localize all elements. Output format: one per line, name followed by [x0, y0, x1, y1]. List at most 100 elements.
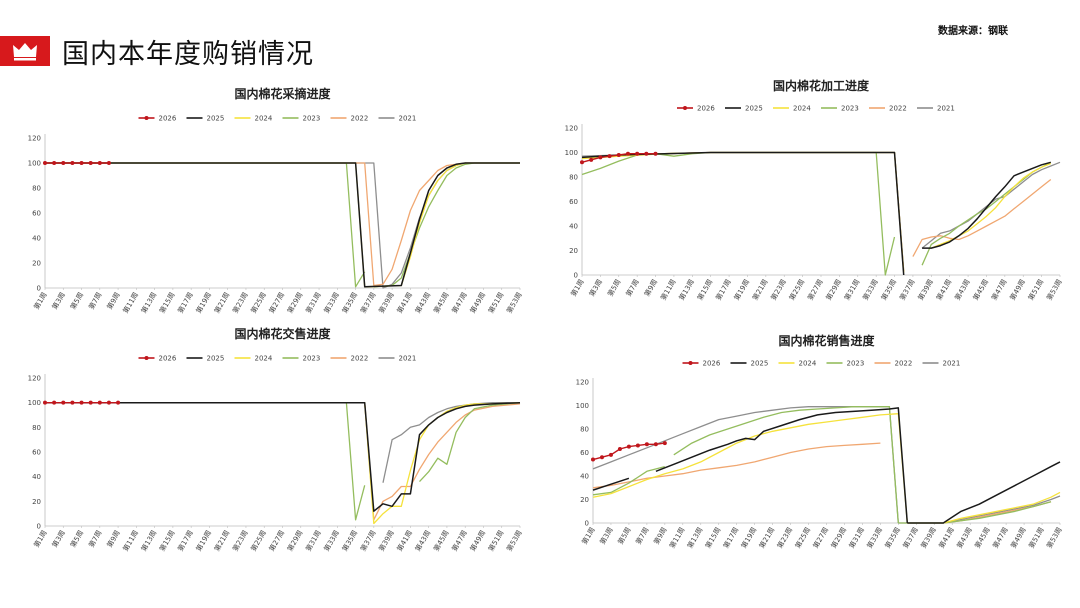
x-tick-label: 第29周 [285, 529, 304, 553]
x-tick-label: 第35周 [879, 278, 898, 302]
series-line-2021 [382, 402, 520, 483]
x-tick-label: 第41周 [395, 291, 414, 315]
y-tick-label: 120 [28, 135, 41, 143]
series-point-2026 [607, 154, 612, 159]
x-tick-label: 第21周 [212, 291, 231, 315]
series-point-2026 [599, 455, 604, 460]
x-tick-label: 第25周 [249, 529, 268, 553]
x-tick-label: 第49周 [468, 291, 487, 315]
y-tick-label: 20 [569, 247, 578, 255]
x-tick-label: 第27周 [811, 526, 830, 550]
x-tick-label: 第7周 [624, 278, 641, 298]
legend: 2026 2025 2024 2023 2022 2021 [677, 105, 955, 113]
y-tick-label: 100 [576, 402, 589, 410]
x-tick-label: 第25周 [249, 291, 268, 315]
series-point-2026 [635, 151, 640, 156]
legend-label: 2026 [703, 360, 721, 368]
x-tick-label: 第51周 [486, 291, 505, 315]
x-tick-label: 第37周 [358, 529, 377, 553]
y-tick-label: 0 [37, 523, 41, 531]
x-tick-label: 第1周 [32, 291, 49, 311]
series-line-2024 [45, 402, 521, 525]
y-tick-label: 100 [28, 399, 41, 407]
series-point-2026 [52, 400, 57, 405]
x-tick-label: 第15周 [695, 278, 714, 302]
x-tick-label: 第19周 [739, 526, 758, 550]
x-tick-label: 第43周 [413, 529, 432, 553]
x-tick-label: 第33周 [865, 526, 884, 550]
series-line-2025 [592, 477, 630, 491]
series-line-2025 [581, 151, 905, 276]
x-tick-label: 第35周 [340, 291, 359, 315]
x-tick-label: 第9周 [105, 529, 122, 549]
x-tick-label: 第49周 [1009, 526, 1028, 550]
x-tick-label: 第31周 [847, 526, 866, 550]
series-point-2026 [79, 400, 84, 405]
x-tick-label: 第51周 [1026, 277, 1045, 301]
series-point-2026 [653, 442, 658, 447]
chart-title: 国内棉花交售进度 [234, 326, 331, 341]
series-point-2026 [70, 161, 75, 165]
x-tick-label: 第13周 [139, 291, 158, 315]
series-point-2026 [43, 400, 47, 405]
series-line-2023 [673, 406, 899, 524]
x-tick-label: 第41周 [934, 278, 953, 302]
series-point-2026 [635, 443, 640, 448]
series-line-2025 [45, 401, 521, 512]
x-tick-label: 第23周 [775, 526, 794, 550]
x-tick-label: 第5周 [616, 526, 633, 546]
y-tick-label: 120 [565, 125, 578, 133]
x-tick-label: 第45周 [971, 278, 990, 302]
y-tick-label: 20 [580, 496, 589, 504]
series-line-2023 [921, 161, 1052, 266]
x-tick-label: 第15周 [157, 291, 176, 315]
x-tick-label: 第3周 [50, 291, 67, 311]
x-tick-label: 第17周 [721, 526, 740, 550]
x-tick-label: 第29周 [285, 291, 304, 315]
x-tick-label: 第13周 [685, 526, 704, 550]
chart-sales-progress: 国内棉花销售进度 2026 2025 2024 2023 2022 2021 0 20 40 60 8… [548, 325, 1080, 587]
legend-label: 2021 [399, 115, 417, 123]
y-tick-label: 80 [32, 424, 41, 432]
brand-logo [0, 36, 50, 66]
x-tick-label: 第53周 [1044, 278, 1063, 302]
x-tick-label: 第9周 [642, 278, 659, 298]
legend-label: 2024 [255, 355, 273, 363]
x-tick-label: 第7周 [87, 529, 104, 549]
x-tick-label: 第17周 [714, 278, 733, 302]
y-tick-label: 60 [32, 210, 41, 218]
series-line-2024 [581, 151, 905, 273]
series-line-2024 [592, 413, 908, 524]
chart-picking-progress: 国内棉花采摘进度 2026 2025 2024 2023 2022 2021 0 20 40 60 8… [0, 78, 548, 318]
series-point-2026 [43, 161, 47, 165]
x-tick-label: 第39周 [916, 278, 935, 302]
x-tick-label: 第23周 [769, 278, 788, 302]
series-point-2026 [61, 400, 66, 405]
legend-label: 2023 [841, 105, 859, 113]
x-tick-label: 第47周 [989, 278, 1008, 302]
x-tick-label: 第53周 [1044, 526, 1063, 550]
x-tick-label: 第37周 [358, 291, 377, 315]
series-line-2022 [592, 442, 881, 489]
series-point-2026 [106, 161, 111, 165]
y-tick-label: 120 [28, 375, 41, 383]
x-tick-label: 第35周 [883, 526, 902, 550]
x-tick-label: 第21周 [750, 278, 769, 302]
x-tick-label: 第3周 [50, 529, 67, 549]
legend-label: 2022 [351, 115, 369, 123]
series-point-2026 [52, 161, 57, 165]
x-tick-label: 第9周 [652, 526, 669, 546]
legend-label: 2025 [745, 105, 763, 113]
series-line-2023 [592, 465, 665, 496]
legend-label: 2024 [793, 105, 811, 113]
x-tick-label: 第29周 [829, 526, 848, 550]
x-tick-label: 第47周 [450, 291, 469, 315]
x-tick-label: 第33周 [322, 529, 341, 553]
x-tick-label: 第5周 [68, 291, 85, 311]
x-tick-label: 第23周 [230, 291, 249, 315]
x-tick-label: 第19周 [194, 529, 213, 553]
x-tick-label: 第39周 [377, 529, 396, 553]
x-tick-label: 第43周 [413, 291, 432, 315]
chart-svg: 国内棉花交售进度 2026 2025 2024 2023 2022 2021 0 20 40 60 8… [28, 326, 524, 553]
chart-processing-progress: 国内棉花加工进度 2026 2025 2024 2023 2022 2021 0 20 40 60 8… [548, 70, 1080, 315]
